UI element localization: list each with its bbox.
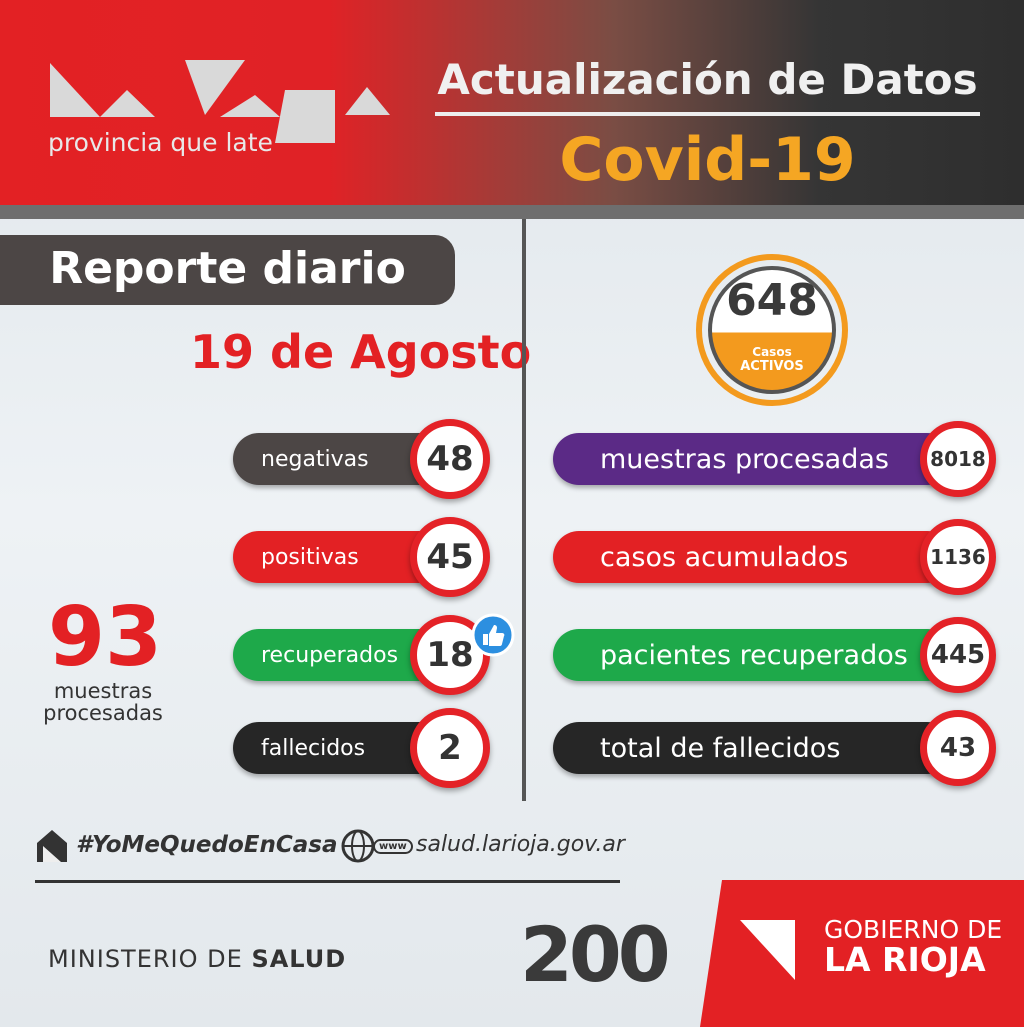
hashtag: #YoMeQuedoEnCasa bbox=[76, 832, 338, 858]
pill-label: muestras procesadas bbox=[600, 443, 889, 475]
website: salud.larioja.gov.ar bbox=[416, 832, 625, 857]
ministry: MINISTERIO DE SALUD bbox=[48, 945, 346, 973]
active-value: 648 bbox=[726, 275, 818, 326]
pill-label: pacientes recuperados bbox=[600, 639, 908, 671]
value-circle: 45 bbox=[410, 517, 490, 597]
subtitle: Covid-19 bbox=[559, 125, 856, 195]
header: provincia que late Actualización de Dato… bbox=[0, 0, 1024, 205]
pill-label: casos acumulados bbox=[600, 541, 849, 573]
value-circle: 1136 bbox=[920, 519, 996, 595]
footer-line bbox=[35, 880, 620, 883]
total-value: 93 bbox=[47, 590, 163, 685]
report-banner bbox=[0, 235, 455, 305]
anniversary: 200 bbox=[520, 910, 671, 999]
ministry-prefix: MINISTERIO DE bbox=[48, 945, 243, 973]
logo bbox=[50, 60, 390, 143]
logo-text: provincia que late bbox=[48, 128, 273, 157]
title: Actualización de Datos bbox=[437, 55, 978, 104]
total-label: muestras procesadas bbox=[43, 679, 163, 725]
www-badge: www bbox=[373, 839, 413, 854]
band bbox=[0, 205, 1024, 219]
government-bottom: LA RIOJA bbox=[824, 940, 986, 979]
active-label: Casos bbox=[752, 345, 792, 359]
like-icon bbox=[471, 613, 515, 657]
active-ring bbox=[696, 254, 848, 406]
pill-label: total de fallecidos bbox=[600, 732, 841, 764]
pill-label: recuperados bbox=[261, 642, 399, 668]
home-icon bbox=[37, 830, 67, 862]
pill: pacientes recuperados bbox=[553, 629, 953, 681]
report-title: Reporte diario bbox=[49, 243, 406, 294]
value-circle: 48 bbox=[410, 419, 490, 499]
pill: muestras procesadas bbox=[553, 433, 953, 485]
value-circle: 2 bbox=[410, 708, 490, 788]
active-circle bbox=[708, 266, 836, 394]
active-label: ACTIVOS bbox=[740, 359, 804, 374]
pill-label: negativas bbox=[261, 446, 369, 472]
report-date: 19 de Agosto bbox=[190, 325, 532, 379]
pill: total de fallecidos bbox=[553, 722, 953, 774]
divider bbox=[435, 112, 980, 116]
pill-label: positivas bbox=[261, 544, 359, 570]
government-box bbox=[700, 880, 1024, 1027]
pill-label: fallecidos bbox=[261, 735, 366, 761]
government-top: GOBIERNO DE bbox=[824, 915, 1003, 944]
value-circle: 445 bbox=[920, 617, 996, 693]
pill: casos acumulados bbox=[553, 531, 953, 583]
value-circle: 8018 bbox=[920, 421, 996, 497]
value-circle: 43 bbox=[920, 710, 996, 786]
vertical-divider bbox=[522, 219, 526, 801]
ministry-bold: SALUD bbox=[251, 945, 347, 973]
